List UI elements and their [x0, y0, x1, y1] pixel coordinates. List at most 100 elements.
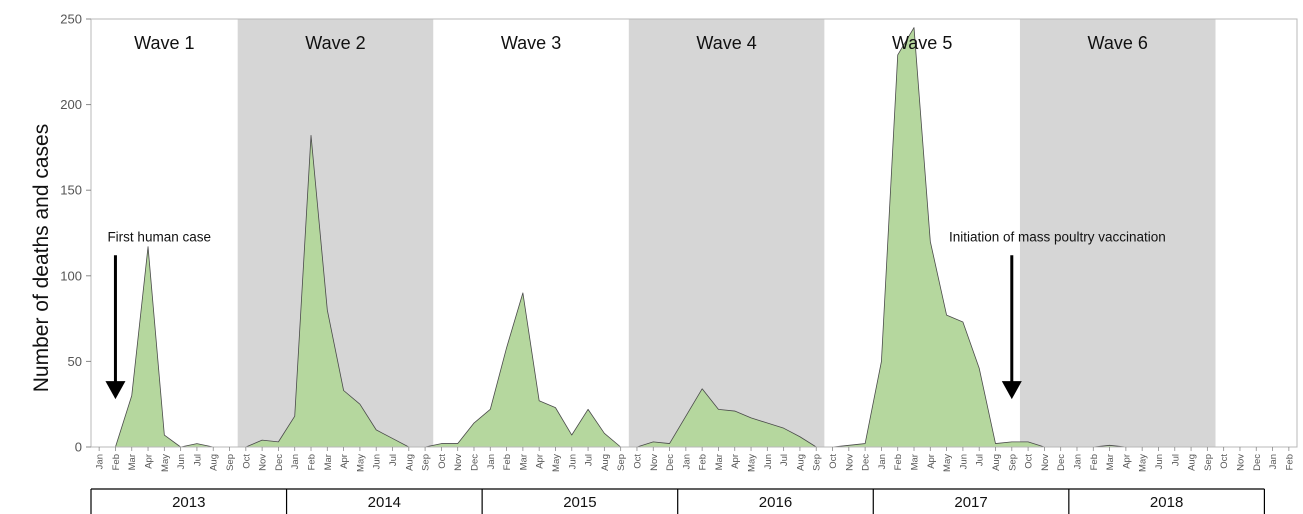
y-tick-label: 100 — [60, 268, 82, 283]
x-tick-label: Oct — [241, 454, 252, 469]
y-tick-label: 0 — [75, 440, 82, 455]
x-tick-label: Jul — [584, 454, 595, 466]
x-tick-label: May — [160, 454, 171, 472]
x-tick-label: Nov — [1040, 454, 1051, 471]
x-tick-label: Feb — [307, 454, 318, 470]
x-tick-label: Dec — [469, 454, 480, 471]
x-tick-label: Mar — [714, 454, 725, 470]
x-tick-label: Jun — [372, 454, 383, 469]
x-tick-label: Sep — [1203, 454, 1214, 471]
year-label-2015: 2015 — [563, 494, 596, 511]
x-tick-label: Aug — [1187, 454, 1198, 471]
year-label-2013: 2013 — [172, 494, 205, 511]
x-tick-label: Sep — [616, 454, 627, 471]
x-tick-label: May — [1138, 454, 1149, 472]
x-tick-label: Nov — [258, 454, 269, 471]
wave-label-3: Wave 3 — [501, 33, 561, 53]
x-tick-label: Mar — [323, 454, 334, 470]
x-tick-label: Feb — [1284, 454, 1295, 470]
x-tick-label: Feb — [698, 454, 709, 470]
x-tick-label: Jul — [779, 454, 790, 466]
x-tick-label: Jan — [486, 454, 497, 469]
x-tick-label: Jun — [176, 454, 187, 469]
x-tick-label: Mar — [1105, 454, 1116, 470]
x-tick-label: Sep — [225, 454, 236, 471]
first-human-case-arrow-head — [105, 381, 126, 400]
x-tick-label: Dec — [861, 454, 872, 471]
x-tick-label: Feb — [893, 454, 904, 470]
x-tick-label: Jan — [681, 454, 692, 469]
x-tick-label: Jun — [1154, 454, 1165, 469]
area-series — [98, 27, 1290, 448]
year-label-2017: 2017 — [954, 494, 987, 511]
wave-band-6 — [1019, 19, 1216, 447]
x-tick-label: Oct — [1219, 454, 1230, 469]
x-tick-label: Aug — [991, 454, 1002, 471]
y-tick-label: 50 — [68, 354, 82, 369]
x-tick-label: Dec — [274, 454, 285, 471]
x-tick-label: Mar — [518, 454, 529, 470]
x-tick-label: Dec — [665, 454, 676, 471]
x-tick-label: Jan — [1072, 454, 1083, 469]
wave-label-2: Wave 2 — [305, 33, 365, 53]
y-axis-label: Number of deaths and cases — [30, 124, 53, 393]
x-tick-label: Nov — [649, 454, 660, 471]
x-tick-label: Feb — [111, 454, 122, 470]
x-tick-label: May — [551, 454, 562, 472]
wave-band-4 — [628, 19, 825, 447]
x-tick-label: Mar — [910, 454, 921, 470]
x-tick-label: Sep — [812, 454, 823, 471]
x-tick-label: Dec — [1252, 454, 1263, 471]
poultry-vaccination-arrow-head — [1001, 381, 1022, 400]
x-tick-label: Feb — [502, 454, 513, 470]
x-tick-label: Oct — [632, 454, 643, 469]
wave-label-4: Wave 4 — [696, 33, 756, 53]
x-tick-label: Jun — [763, 454, 774, 469]
x-tick-label: May — [747, 454, 758, 472]
x-tick-label: Jan — [95, 454, 106, 469]
x-tick-label: Apr — [730, 454, 741, 469]
x-tick-label: Aug — [209, 454, 220, 471]
x-tick-label: Aug — [404, 454, 415, 471]
x-tick-label: Aug — [600, 454, 611, 471]
x-tick-label: Jun — [567, 454, 578, 469]
poultry-vaccination-annotation: Initiation of mass poultry vaccination — [949, 229, 1166, 244]
x-tick-label: Jan — [290, 454, 301, 469]
x-tick-label: Jul — [1170, 454, 1181, 466]
x-tick-label: May — [355, 454, 366, 472]
x-tick-label: Sep — [421, 454, 432, 471]
plot-frame — [90, 18, 1298, 448]
x-tick-label: Nov — [453, 454, 464, 471]
x-tick-label: Oct — [828, 454, 839, 469]
x-tick-label: Jul — [975, 454, 986, 466]
first-human-case-annotation: First human case — [107, 229, 211, 244]
x-tick-label: Apr — [144, 454, 155, 469]
x-tick-label: Jan — [877, 454, 888, 469]
x-tick-label: Apr — [1121, 454, 1132, 469]
y-tick-label: 150 — [60, 183, 82, 198]
x-tick-label: Jul — [388, 454, 399, 466]
wave-label-1: Wave 1 — [134, 33, 194, 53]
year-label-2018: 2018 — [1150, 494, 1183, 511]
x-tick-label: Nov — [1235, 454, 1246, 471]
y-tick-label: 200 — [60, 97, 82, 112]
x-tick-label: Oct — [1024, 454, 1035, 469]
x-tick-label: Apr — [535, 454, 546, 469]
x-tick-label: Oct — [437, 454, 448, 469]
x-tick-label: Dec — [1056, 454, 1067, 471]
year-label-2014: 2014 — [368, 494, 401, 511]
x-tick-label: May — [942, 454, 953, 472]
x-tick-label: Feb — [1089, 454, 1100, 470]
x-tick-label: Sep — [1007, 454, 1018, 471]
wave-label-5: Wave 5 — [892, 33, 952, 53]
x-tick-label: Apr — [926, 454, 937, 469]
x-tick-label: Mar — [127, 454, 138, 470]
x-tick-label: Nov — [844, 454, 855, 471]
x-tick-label: Jul — [192, 454, 203, 466]
x-tick-label: Aug — [795, 454, 806, 471]
x-tick-label: Jun — [958, 454, 969, 469]
year-label-2016: 2016 — [759, 494, 792, 511]
x-tick-label: Jan — [1268, 454, 1279, 469]
